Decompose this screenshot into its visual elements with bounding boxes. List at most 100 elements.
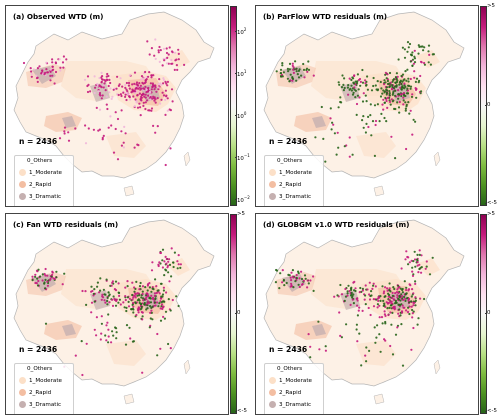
observation-site [119, 303, 122, 306]
observation-site [279, 68, 283, 71]
observation-site [146, 293, 149, 296]
observation-site [397, 89, 400, 92]
observation-site [350, 84, 353, 87]
observation-site [154, 297, 157, 300]
observation-site [303, 76, 306, 79]
observation-site [412, 260, 415, 263]
observation-site [55, 276, 58, 279]
observation-site [297, 283, 300, 286]
observation-site [105, 103, 108, 106]
observation-site [102, 86, 105, 89]
observation-site [354, 96, 357, 99]
colorbar-tick-label: 101 [237, 69, 247, 78]
observation-site [155, 291, 158, 295]
observation-site [407, 84, 410, 87]
observation-site [102, 134, 105, 137]
panel-parflow-residuals: (b) ParFlow WTD residuals (m) n = 2436 0… [252, 2, 498, 208]
colorbar-tick-label: <-5 [487, 200, 497, 206]
colorbar-tick-label: 102 [237, 27, 247, 36]
observation-site [116, 75, 119, 78]
observation-site [107, 74, 110, 78]
observation-site [399, 299, 402, 302]
observation-site [141, 290, 144, 293]
observation-site [347, 284, 350, 287]
observation-site [120, 109, 123, 112]
observation-site [389, 344, 392, 348]
observation-site [404, 101, 407, 104]
observation-site [367, 115, 370, 118]
observation-site [54, 70, 58, 74]
observation-site [343, 299, 346, 302]
observation-site [414, 120, 417, 123]
observation-site [151, 261, 154, 264]
observation-site [410, 300, 413, 303]
observation-site [388, 100, 392, 103]
hainan-outline [123, 185, 135, 197]
observation-site [102, 288, 105, 291]
observation-site [410, 95, 414, 98]
observation-site [166, 266, 169, 269]
observation-site [104, 89, 107, 92]
observation-site [138, 294, 141, 297]
observation-site [99, 289, 102, 292]
observation-site [407, 306, 410, 309]
observation-site [170, 275, 173, 278]
observation-site [302, 62, 305, 66]
observation-site [369, 313, 372, 317]
observation-site [288, 62, 292, 65]
observation-site [290, 282, 293, 285]
observation-site [106, 78, 109, 82]
observation-site [413, 61, 417, 64]
observation-site [416, 323, 419, 326]
observation-site [100, 97, 103, 100]
observation-site [55, 270, 58, 273]
observation-site [383, 90, 387, 93]
observation-site [46, 280, 49, 283]
observation-site [395, 84, 398, 87]
observation-site [324, 345, 327, 348]
observation-site [126, 285, 129, 288]
observation-site [407, 46, 410, 49]
observation-site [36, 76, 39, 79]
observation-site [385, 301, 388, 304]
observation-site [155, 301, 159, 304]
observation-site [81, 373, 84, 377]
observation-site [357, 88, 360, 91]
observation-site [378, 120, 381, 123]
observation-site [139, 281, 142, 285]
observation-site [346, 294, 349, 297]
observation-site [159, 251, 162, 255]
observation-site [374, 84, 377, 87]
observation-site [142, 82, 145, 85]
observation-site [131, 83, 134, 86]
observation-site [356, 314, 359, 317]
observation-site [339, 96, 342, 99]
observation-site [31, 279, 34, 282]
observation-site [142, 104, 145, 107]
observation-site [166, 109, 169, 112]
observation-site [98, 76, 101, 80]
observation-site [391, 84, 394, 87]
observation-site [415, 96, 418, 99]
panel-title: (b) ParFlow WTD residuals (m) [263, 12, 388, 21]
observation-site [149, 311, 152, 314]
observation-site [141, 311, 144, 314]
observation-site [110, 341, 113, 344]
observation-site [368, 293, 371, 296]
observation-site [365, 84, 368, 87]
observation-site [139, 114, 142, 117]
observation-site [281, 62, 284, 65]
observation-site [147, 94, 150, 97]
observation-site [348, 289, 351, 293]
observation-site [407, 289, 410, 292]
observation-site [179, 263, 182, 266]
observation-site [367, 306, 370, 310]
observation-site [374, 119, 378, 123]
observation-site [176, 260, 179, 263]
observation-site [410, 305, 413, 308]
observation-site [346, 290, 349, 293]
observation-site [351, 153, 354, 156]
observation-site [399, 304, 402, 307]
observation-site [412, 304, 415, 307]
depletion-zone [312, 324, 326, 336]
